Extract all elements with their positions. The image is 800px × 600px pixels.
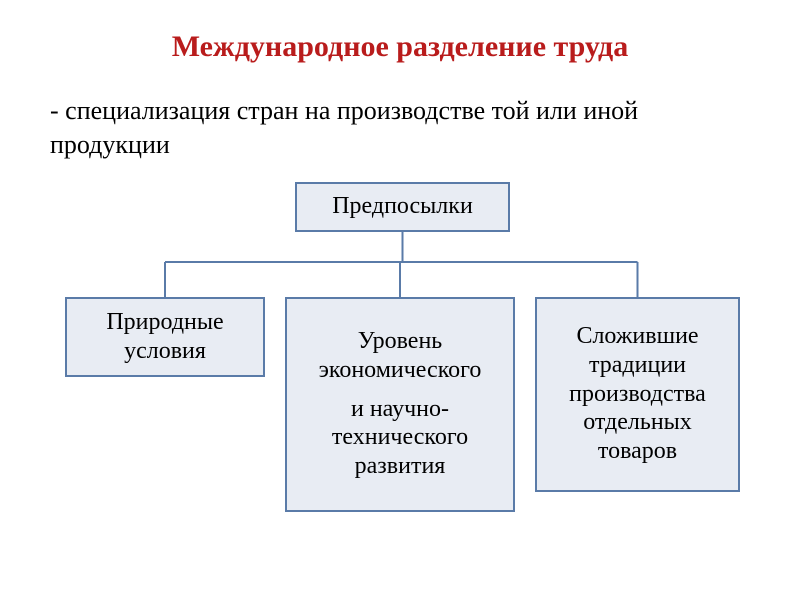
node-child2-label-line2: и научно-технического развития: [293, 395, 507, 481]
node-child3: Сложившие традиции производства отдельны…: [535, 297, 740, 492]
node-child2-label-line1: Уровень экономического: [293, 327, 507, 385]
node-root: Предпосылки: [295, 182, 510, 232]
node-root-label: Предпосылки: [332, 192, 473, 221]
diagram-container: Предпосылки Природные условия Уровень эк…: [50, 182, 750, 542]
node-child2: Уровень экономического и научно-техничес…: [285, 297, 515, 512]
node-child3-label: Сложившие традиции производства отдельны…: [543, 322, 732, 466]
slide-title: Международное разделение труда: [50, 30, 750, 64]
node-child1: Природные условия: [65, 297, 265, 377]
node-child1-label: Природные условия: [73, 308, 257, 366]
slide-subtitle: - специализация стран на производстве то…: [50, 94, 750, 162]
